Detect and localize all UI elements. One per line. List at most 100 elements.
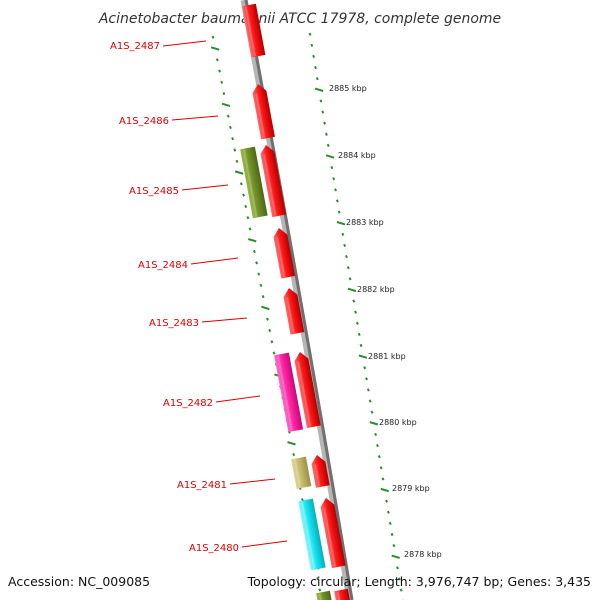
inner-tick xyxy=(231,137,235,141)
cds-gene xyxy=(283,288,305,335)
outer-tick xyxy=(336,221,346,226)
outer-tick xyxy=(359,343,363,348)
genome-summary-text: Topology: circular; Length: 3,976,747 bp… xyxy=(247,574,591,589)
cds-gene xyxy=(260,145,287,218)
gene-label: A1S_2484 xyxy=(138,260,188,271)
outer-tick xyxy=(374,432,378,437)
outer-tick xyxy=(363,366,367,370)
inner-tick xyxy=(270,340,274,344)
inner-tick xyxy=(316,577,320,581)
outer-tick xyxy=(345,254,348,259)
outer-tick xyxy=(308,32,312,36)
outer-tick xyxy=(341,232,345,236)
inner-tick xyxy=(242,193,245,197)
outer-tick xyxy=(312,54,316,59)
inner-tick xyxy=(229,125,232,130)
gene-label: A1S_2487 xyxy=(110,41,160,52)
inner-tick xyxy=(210,46,220,51)
outer-tick xyxy=(392,544,396,548)
outer-tick xyxy=(399,588,403,592)
outer-tick xyxy=(310,43,314,47)
outer-tick xyxy=(319,99,323,103)
label-leader-line xyxy=(162,40,207,47)
outer-tick xyxy=(347,287,357,293)
kbp-tick-label: 2879 kbp xyxy=(392,484,430,493)
inner-tick xyxy=(235,159,239,163)
kbp-tick-label: 2878 kbp xyxy=(404,550,442,559)
label-leader-line xyxy=(190,257,239,265)
cds-gene xyxy=(311,455,330,488)
outer-tick xyxy=(366,388,370,392)
outer-tick xyxy=(332,177,336,181)
inner-tick xyxy=(272,351,276,355)
outer-tick xyxy=(369,421,379,426)
inner-tick xyxy=(255,261,259,265)
inner-tick xyxy=(247,238,257,243)
label-leader-line xyxy=(181,184,229,191)
inner-tick xyxy=(287,441,296,446)
accession-text: Accession: NC_009085 xyxy=(8,574,150,589)
kbp-tick-label: 2884 kbp xyxy=(338,151,376,160)
inner-tick xyxy=(234,170,244,175)
inner-tick xyxy=(239,182,243,186)
inner-tick xyxy=(261,295,265,299)
outer-tick xyxy=(386,510,390,514)
kbp-tick-label: 2883 kbp xyxy=(346,218,384,227)
cyan-gene xyxy=(298,498,326,571)
inner-tick xyxy=(211,35,215,39)
inner-tick xyxy=(244,204,248,208)
map-title: Acinetobacter baumannii ATCC 17978, comp… xyxy=(98,11,501,27)
outer-tick xyxy=(388,521,392,525)
outer-tick xyxy=(379,466,383,470)
outer-tick xyxy=(314,65,317,70)
outer-tick xyxy=(321,110,325,114)
kbp-tick-label: 2885 kbp xyxy=(329,84,367,93)
inner-tick xyxy=(292,452,296,457)
gene-label: A1S_2480 xyxy=(189,543,239,554)
gene-label: A1S_2482 xyxy=(163,398,213,409)
outer-tick xyxy=(354,310,358,314)
outer-tick xyxy=(314,87,324,92)
outer-tick xyxy=(385,499,389,503)
gene-label: A1S_2481 xyxy=(177,480,227,491)
olive-gene xyxy=(316,590,332,600)
outer-tick xyxy=(346,266,350,270)
inner-tick xyxy=(259,283,263,287)
cds-gene xyxy=(294,352,321,429)
inner-tick xyxy=(318,588,322,592)
inner-tick xyxy=(246,216,250,220)
outer-tick xyxy=(315,77,319,81)
kbp-tick-label: 2881 kbp xyxy=(368,352,406,361)
khaki-gene xyxy=(291,456,312,489)
outer-tick xyxy=(365,377,368,381)
outer-tick xyxy=(380,487,390,493)
outer-tick xyxy=(357,332,361,336)
inner-tick xyxy=(221,102,231,108)
outer-tick xyxy=(381,477,385,481)
outer-tick xyxy=(396,566,399,570)
kbp-tick-label: 2880 kbp xyxy=(379,418,417,427)
kbp-tick-label: 2882 kbp xyxy=(357,285,395,294)
outer-tick xyxy=(391,554,400,559)
gene-label: A1S_2486 xyxy=(119,116,169,127)
outer-tick xyxy=(368,399,372,403)
outer-tick xyxy=(324,132,328,136)
inner-tick xyxy=(266,317,269,321)
label-leader-line xyxy=(215,395,261,403)
inner-tick xyxy=(257,272,261,276)
inner-tick xyxy=(218,69,221,73)
magenta-gene xyxy=(274,352,304,433)
outer-tick xyxy=(323,121,327,125)
inner-tick xyxy=(248,227,252,231)
inner-tick xyxy=(226,114,230,118)
outer-tick xyxy=(348,277,352,281)
label-leader-line xyxy=(229,478,276,485)
inner-tick xyxy=(215,58,219,62)
outer-tick xyxy=(397,577,401,581)
outer-tick xyxy=(326,143,330,147)
cds-gene xyxy=(252,84,275,140)
cds-gene xyxy=(320,498,346,569)
outer-tick xyxy=(358,354,368,359)
inner-tick xyxy=(261,305,270,311)
